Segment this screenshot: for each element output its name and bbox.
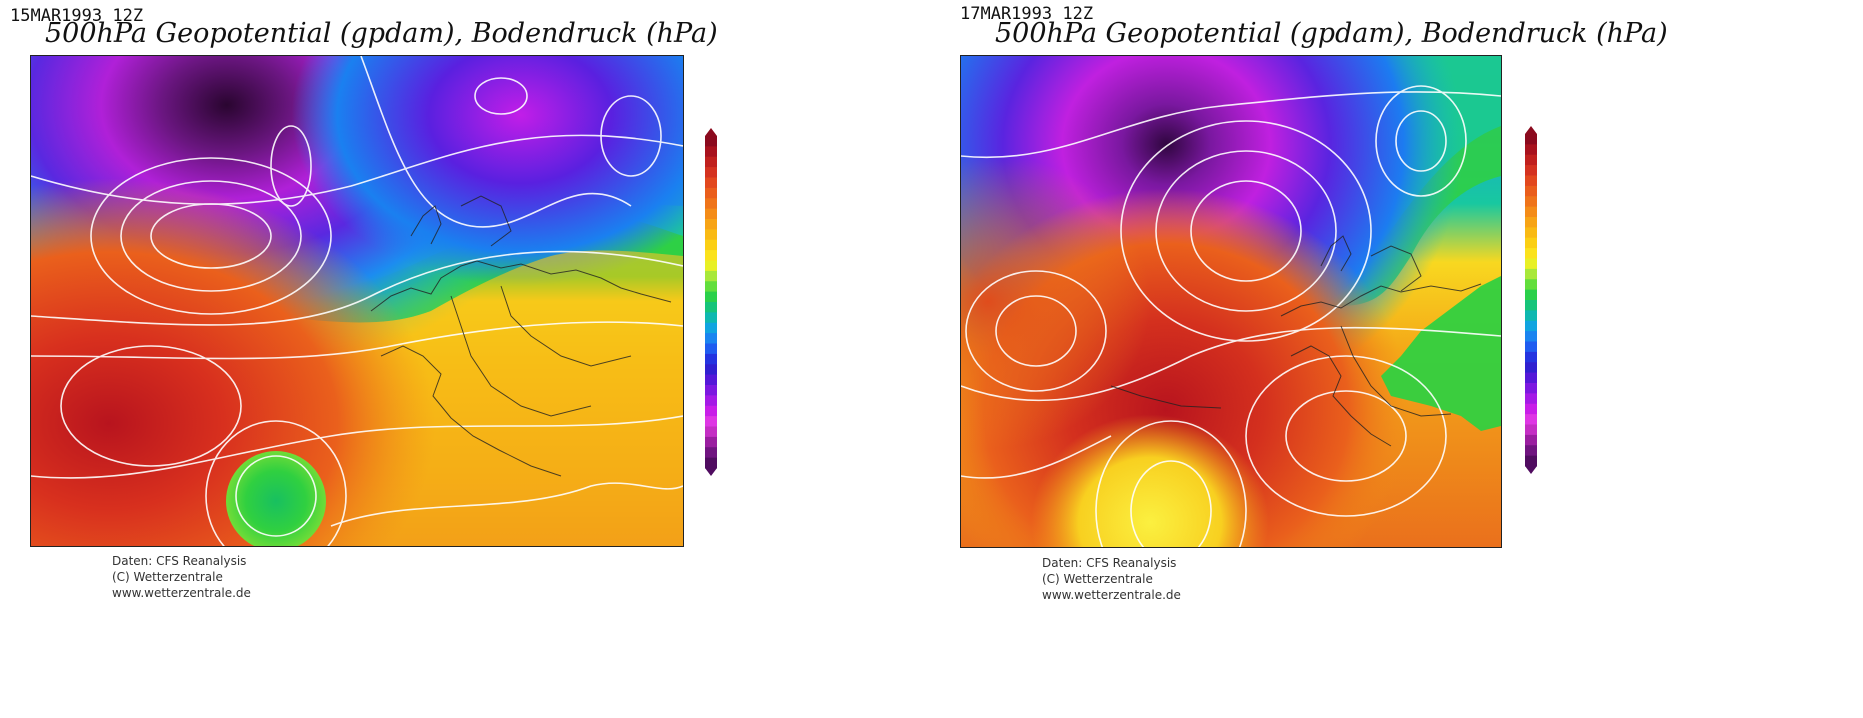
colorbar-swatch xyxy=(705,239,717,251)
colorbar-swatch xyxy=(705,353,717,365)
colorbar-swatch xyxy=(1525,424,1537,436)
colorbar-swatch xyxy=(705,198,717,210)
colorbar-swatch xyxy=(705,395,717,407)
colorbar-swatch xyxy=(1525,300,1537,311)
credit-line: www.wetterzentrale.de xyxy=(1042,588,1181,602)
colorbar-swatch xyxy=(705,156,717,168)
colorbar-swatch xyxy=(1525,362,1537,374)
colorbar-swatch xyxy=(705,447,717,459)
colorbar-swatch xyxy=(705,136,717,147)
colorbar-swatch xyxy=(1525,372,1537,384)
colorbar-swatch xyxy=(705,374,717,386)
colorbar-swatch xyxy=(1525,279,1537,291)
colorbar-swatch xyxy=(705,302,717,313)
colorbar-swatch xyxy=(1525,248,1537,259)
colorbar-swatch xyxy=(705,312,717,324)
colorbar-swatch xyxy=(705,343,717,355)
colorbar-swatch xyxy=(705,208,717,220)
colorbar-swatch xyxy=(705,416,717,427)
colorbar-swatch xyxy=(705,177,717,189)
colorbar-swatch xyxy=(705,146,717,158)
map-panel-right: 17MAR1993 12Z 500hPa Geopotential (gpdam… xyxy=(960,0,1863,718)
colorbar-swatch xyxy=(1525,185,1537,197)
colorbar-swatch xyxy=(705,187,717,199)
colorbar-swatch xyxy=(1525,227,1537,239)
colorbar-swatch xyxy=(705,385,717,396)
colorbar-swatch xyxy=(1525,403,1537,415)
colorbar-arrow-bottom xyxy=(705,468,717,476)
datestamp: 15MAR1993 12Z xyxy=(10,6,144,26)
colorbar-swatch xyxy=(1525,331,1537,342)
map-title: 500hPa Geopotential (gpdam), Bodendruck … xyxy=(45,18,718,49)
colorbar-swatch xyxy=(705,426,717,438)
colorbar-swatch xyxy=(1525,258,1537,270)
colorbar-swatch xyxy=(705,333,717,344)
colorbar-swatch xyxy=(1525,393,1537,405)
colorbar-arrow-top xyxy=(1525,126,1537,134)
colorbar-swatch xyxy=(705,436,717,448)
colorbar-swatch xyxy=(1525,341,1537,353)
colorbar-swatch xyxy=(1525,268,1537,280)
colorbar xyxy=(705,128,717,476)
colorbar-swatch xyxy=(1525,289,1537,301)
colorbar-swatch xyxy=(1525,383,1537,394)
colorbar-swatch xyxy=(1525,445,1537,457)
colorbar-swatch xyxy=(705,260,717,272)
datestamp: 17MAR1993 12Z xyxy=(960,4,1094,24)
colorbar-swatch xyxy=(1525,434,1537,446)
colorbar-swatch xyxy=(705,457,717,469)
credit-line: Daten: CFS Reanalysis xyxy=(112,554,247,568)
colorbar-swatch xyxy=(1525,134,1537,145)
colorbar-swatch xyxy=(1525,175,1537,187)
colorbar-swatch xyxy=(1525,144,1537,156)
colorbar-swatch xyxy=(705,250,717,261)
credit-line: (C) Wetterzentrale xyxy=(112,570,223,584)
colorbar-arrow-top xyxy=(705,128,717,136)
colorbar-swatch xyxy=(1525,237,1537,249)
colorbar-swatch xyxy=(705,219,717,230)
credit-line: (C) Wetterzentrale xyxy=(1042,572,1153,586)
colorbar-swatch xyxy=(1525,310,1537,322)
credit-line: Daten: CFS Reanalysis xyxy=(1042,556,1177,570)
weather-map xyxy=(960,55,1502,548)
colorbar-swatch xyxy=(705,281,717,293)
colorbar-swatch xyxy=(1525,320,1537,332)
colorbar-swatch xyxy=(705,167,717,178)
colorbar-swatch xyxy=(1525,196,1537,208)
credit-line: www.wetterzentrale.de xyxy=(112,586,251,600)
colorbar-swatch xyxy=(705,322,717,334)
colorbar-swatch xyxy=(1525,217,1537,228)
map-title: 500hPa Geopotential (gpdam), Bodendruck … xyxy=(995,18,1668,49)
colorbar-swatch xyxy=(1525,165,1537,176)
colorbar-swatch xyxy=(705,229,717,241)
weather-map xyxy=(30,55,684,547)
colorbar-swatch xyxy=(705,270,717,282)
colorbar-swatch xyxy=(1525,414,1537,425)
colorbar-swatch xyxy=(705,405,717,417)
colorbar-swatch xyxy=(1525,154,1537,166)
colorbar-swatch xyxy=(1525,351,1537,363)
colorbar-swatch xyxy=(1525,455,1537,467)
colorbar-swatch xyxy=(705,364,717,376)
colorbar-swatch xyxy=(705,291,717,303)
colorbar xyxy=(1525,126,1537,474)
colorbar-arrow-bottom xyxy=(1525,466,1537,474)
map-panel-left: 15MAR1993 12Z 500hPa Geopotential (gpdam… xyxy=(0,0,930,718)
colorbar-swatch xyxy=(1525,206,1537,218)
credits: Daten: CFS Reanalysis (C) Wetterzentrale… xyxy=(1042,555,1181,603)
credits: Daten: CFS Reanalysis (C) Wetterzentrale… xyxy=(112,553,251,601)
